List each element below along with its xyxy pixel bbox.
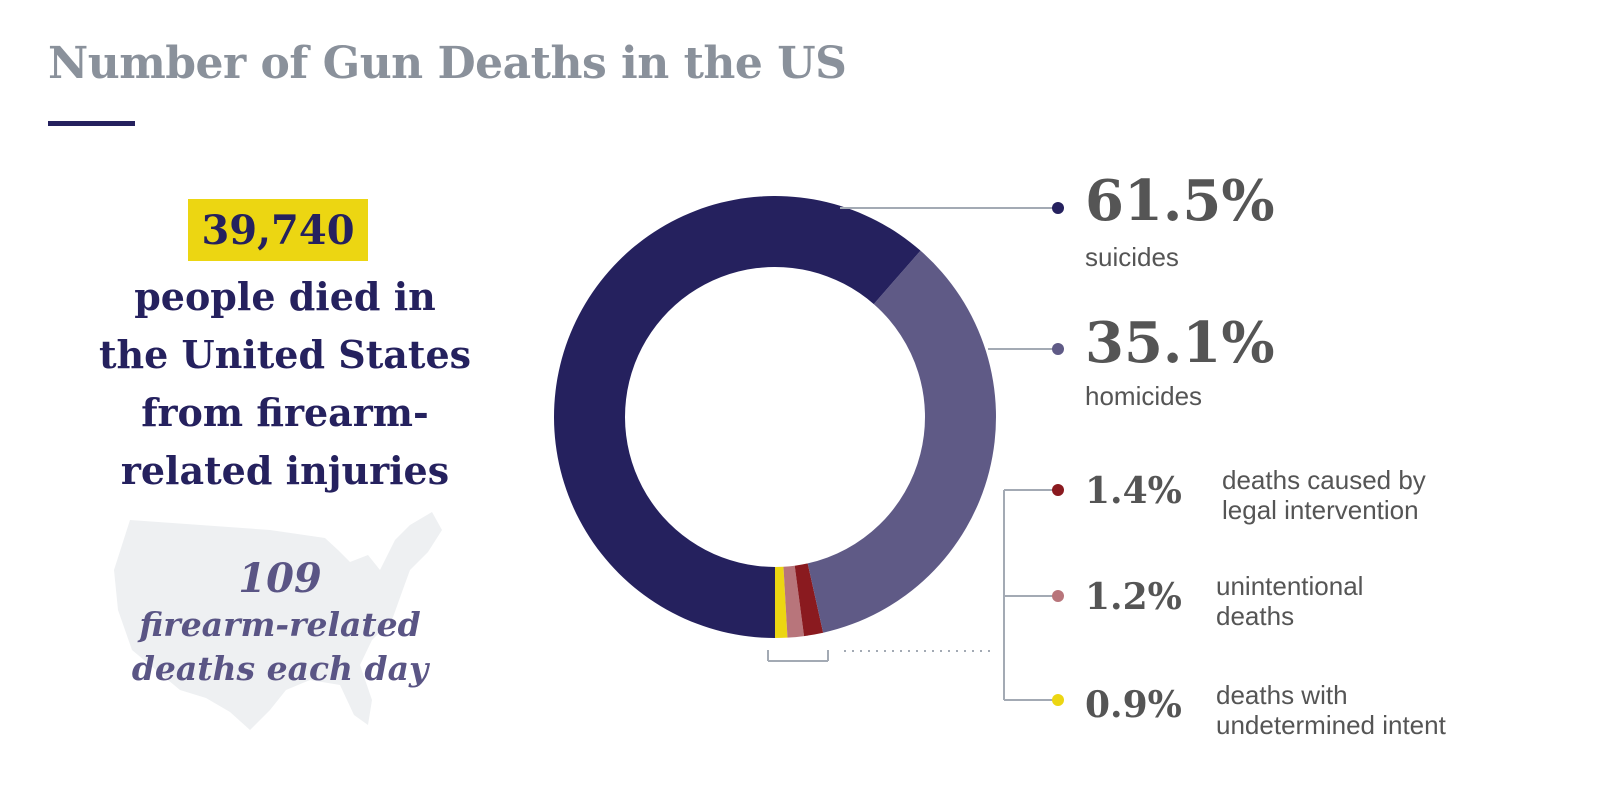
label-line: legal intervention (1222, 495, 1419, 525)
lead-line: people died in (134, 274, 436, 319)
label-line: deaths caused by (1222, 465, 1426, 495)
daily-line: firearm-related (139, 605, 421, 644)
value-label-suicides: 61.5% (1085, 168, 1275, 234)
daily-line: deaths each day (131, 649, 429, 688)
page-title: Number of Gun Deaths in the US (48, 38, 847, 89)
value-label-legal-intervention: 1.4% (1085, 470, 1182, 512)
label-line: undetermined intent (1216, 710, 1446, 740)
legend-dot-legal-intervention (1052, 484, 1064, 496)
value-label-homicides: 35.1% (1085, 310, 1275, 376)
donut-slice-unintentional (783, 565, 805, 638)
legend-dot-homicides (1052, 343, 1064, 355)
lead-text: people died in the United States from fi… (80, 268, 490, 500)
donut-slice-undetermined (775, 566, 788, 638)
value-label-undetermined: 0.9% (1085, 684, 1182, 726)
donut-slice-homicides (807, 250, 997, 633)
label-line: unintentional (1216, 571, 1364, 601)
category-label-suicides: suicides (1085, 242, 1179, 272)
daily-stat: 109 firearm-related deaths each day (100, 555, 460, 691)
category-label-homicides: homicides (1085, 381, 1203, 411)
lead-line: from firearm- (141, 390, 429, 435)
lead-line: related injuries (120, 448, 450, 493)
category-label-unintentional: unintentional deaths (1216, 571, 1363, 631)
category-label-undetermined: deaths with undetermined intent (1216, 680, 1446, 740)
label-line: deaths (1216, 601, 1295, 631)
value-label-unintentional: 1.2% (1085, 576, 1182, 618)
category-label-legal-intervention: deaths caused by legal intervention (1222, 465, 1426, 525)
legend-dot-suicides (1052, 202, 1064, 214)
us-map-icon (114, 512, 442, 730)
total-deaths-highlight: 39,740 (188, 199, 368, 261)
legend-dot-undetermined (1052, 694, 1064, 706)
donut-slice-legal-intervention (794, 563, 824, 637)
title-underline (48, 121, 135, 126)
lead-line: the United States (98, 332, 472, 377)
label-line: deaths with (1216, 680, 1348, 710)
daily-number: 109 (238, 555, 322, 602)
legend-dot-unintentional (1052, 590, 1064, 602)
donut-slice-suicides (554, 196, 921, 638)
